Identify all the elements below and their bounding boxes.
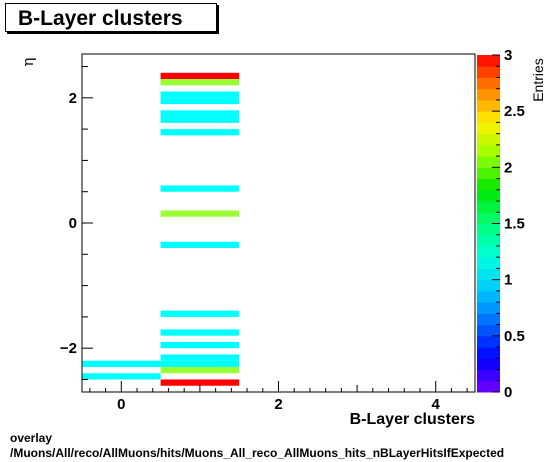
colorbar-segment	[477, 122, 500, 135]
heatmap-bin	[160, 341, 240, 349]
footer-path: /Muons/All/reco/AllMuons/hits/Muons_All_…	[10, 446, 505, 460]
colorbar-segment	[477, 77, 500, 90]
colorbar-tick-label: 1	[504, 272, 512, 289]
colorbar-segment	[477, 257, 500, 269]
colorbar-segment	[477, 111, 500, 123]
x-tick-label: 0	[117, 396, 125, 413]
colorbar-segment	[477, 223, 500, 236]
colorbar-segment	[477, 212, 500, 224]
y-tick-label: −2	[60, 340, 77, 357]
colorbar-segment	[477, 313, 500, 326]
colorbar-segment	[477, 279, 500, 292]
heatmap-bin	[160, 354, 240, 361]
heatmap-bin	[160, 310, 240, 317]
heatmap-bin	[160, 241, 240, 249]
colorbar-segment	[477, 167, 500, 180]
chart-title: B-Layer clusters	[18, 7, 183, 30]
colorbar-segment	[477, 380, 500, 393]
colorbar-label: Entries	[530, 58, 546, 102]
colorbar-segment	[477, 144, 500, 157]
y-tick-label: 0	[69, 215, 77, 232]
heatmap-bin	[82, 373, 161, 380]
heatmap-bin	[160, 72, 240, 80]
colorbar-segment	[477, 201, 500, 213]
heatmap-bin	[82, 360, 161, 367]
colorbar-segment	[477, 133, 500, 146]
y-axis-label: η	[19, 58, 37, 67]
heatmap-bin	[160, 116, 240, 123]
heatmap-bin	[160, 129, 240, 136]
colorbar-segment	[477, 302, 500, 314]
heatmap-bin	[160, 366, 240, 374]
colorbar-segment	[477, 55, 500, 67]
heatmap-bin	[160, 91, 240, 98]
heatmap-bin	[160, 79, 240, 86]
heatmap-bin	[160, 97, 240, 105]
heatmap-bin	[160, 329, 240, 336]
x-tick-label: 2	[274, 396, 282, 413]
colorbar-tick-label: 2	[504, 159, 512, 176]
colorbar-segment	[477, 347, 500, 359]
colorbar-segment	[477, 358, 500, 371]
footer-label: overlay	[10, 431, 53, 445]
colorbar-tick-label: 0.5	[504, 328, 525, 345]
heatmap-bin	[160, 379, 240, 386]
colorbar-segment	[477, 156, 500, 168]
x-tick-label: 4	[432, 396, 441, 413]
colorbar-tick-label: 2.5	[504, 103, 525, 120]
colorbar-segment	[477, 290, 500, 303]
colorbar-segment	[477, 178, 500, 191]
x-axis-label: B-Layer clusters	[350, 411, 475, 428]
colorbar-tick-label: 1.5	[504, 216, 525, 233]
colorbar-tick-label: 0	[504, 384, 512, 401]
heatmap-bin	[160, 210, 240, 217]
colorbar-segment	[477, 234, 500, 247]
colorbar-segment	[477, 88, 500, 101]
heatmap-bin	[160, 185, 240, 192]
colorbar-segment	[477, 245, 500, 258]
colorbar-segment	[477, 268, 500, 281]
chart-title-box: B-Layer clusters	[5, 3, 217, 32]
colorbar-segment	[477, 66, 500, 78]
y-tick-label: 2	[69, 90, 77, 107]
plot-frame	[81, 53, 476, 393]
colorbar-segment	[477, 369, 500, 382]
colorbar-tick-label: 3	[504, 47, 512, 64]
colorbar-segment	[477, 99, 500, 112]
colorbar-segment	[477, 324, 500, 337]
colorbar-segment	[477, 189, 500, 202]
heatmap-bin	[160, 360, 240, 367]
heatmap-bin	[160, 110, 240, 117]
colorbar-segment	[477, 335, 500, 348]
